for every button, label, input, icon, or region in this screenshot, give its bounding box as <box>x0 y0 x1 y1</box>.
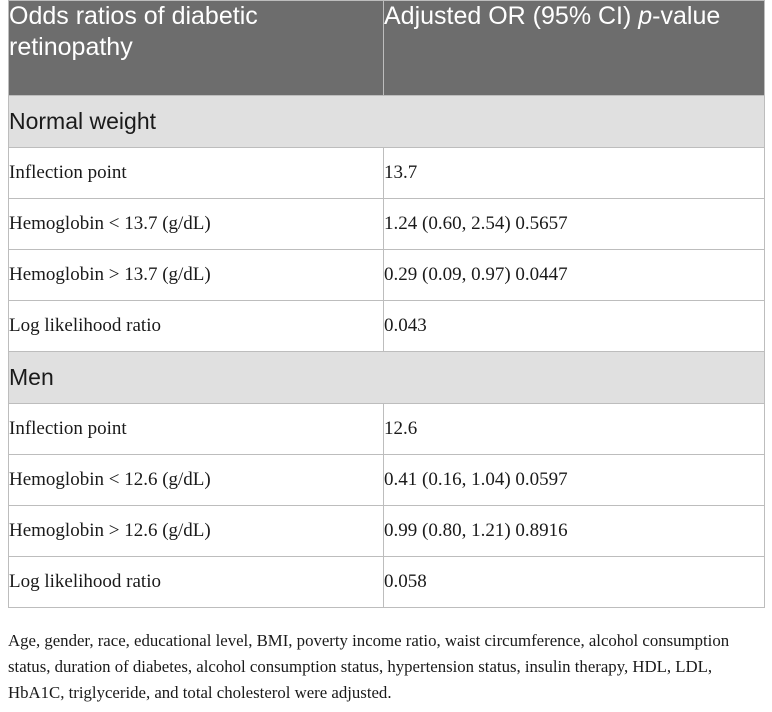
table-row: Log likelihood ratio 0.058 <box>8 556 765 608</box>
table-container: Odds ratios of diabetic retinopathy Adju… <box>8 0 765 608</box>
row-value: 0.99 (0.80, 1.21) 0.8916 <box>383 505 765 557</box>
table-footnote: Age, gender, race, educational level, BM… <box>8 631 730 702</box>
section-row-men: Men <box>8 351 765 404</box>
section-row-normal-weight: Normal weight <box>8 95 765 148</box>
row-value: 0.41 (0.16, 1.04) 0.0597 <box>383 454 765 506</box>
row-label: Hemoglobin < 12.6 (g/dL) <box>8 454 384 506</box>
row-label: Log likelihood ratio <box>8 300 384 352</box>
row-value: 12.6 <box>383 403 765 455</box>
odds-ratio-table: Odds ratios of diabetic retinopathy Adju… <box>8 0 765 608</box>
header-col-adjusted-or: Adjusted OR (95% CI) p-value <box>383 0 765 96</box>
row-label: Log likelihood ratio <box>8 556 384 608</box>
table-row: Hemoglobin > 12.6 (g/dL) 0.99 (0.80, 1.2… <box>8 505 765 557</box>
row-value: 1.24 (0.60, 2.54) 0.5657 <box>383 198 765 250</box>
header-row: Odds ratios of diabetic retinopathy Adju… <box>8 0 765 96</box>
row-label: Hemoglobin < 13.7 (g/dL) <box>8 198 384 250</box>
row-value: 0.29 (0.09, 0.97) 0.0447 <box>383 249 765 301</box>
table-row: Inflection point 12.6 <box>8 403 765 455</box>
row-value: 13.7 <box>383 147 765 199</box>
row-value: 0.058 <box>383 556 765 608</box>
row-label: Inflection point <box>8 403 384 455</box>
header-col-odds-ratios: Odds ratios of diabetic retinopathy <box>8 0 384 96</box>
row-value: 0.043 <box>383 300 765 352</box>
section-title: Men <box>8 351 765 404</box>
row-label: Hemoglobin > 12.6 (g/dL) <box>8 505 384 557</box>
table-row: Hemoglobin < 13.7 (g/dL) 1.24 (0.60, 2.5… <box>8 198 765 250</box>
header-col2-prefix: Adjusted OR (95% CI) <box>384 2 639 30</box>
row-label: Hemoglobin > 13.7 (g/dL) <box>8 249 384 301</box>
table-row: Log likelihood ratio 0.043 <box>8 300 765 352</box>
table-row: Hemoglobin < 12.6 (g/dL) 0.41 (0.16, 1.0… <box>8 454 765 506</box>
header-col2-suffix: -value <box>652 2 721 30</box>
section-title: Normal weight <box>8 95 765 148</box>
table-row: Hemoglobin > 13.7 (g/dL) 0.29 (0.09, 0.9… <box>8 249 765 301</box>
table-row: Inflection point 13.7 <box>8 147 765 199</box>
header-col2-p: p <box>638 2 653 30</box>
row-label: Inflection point <box>8 147 384 199</box>
